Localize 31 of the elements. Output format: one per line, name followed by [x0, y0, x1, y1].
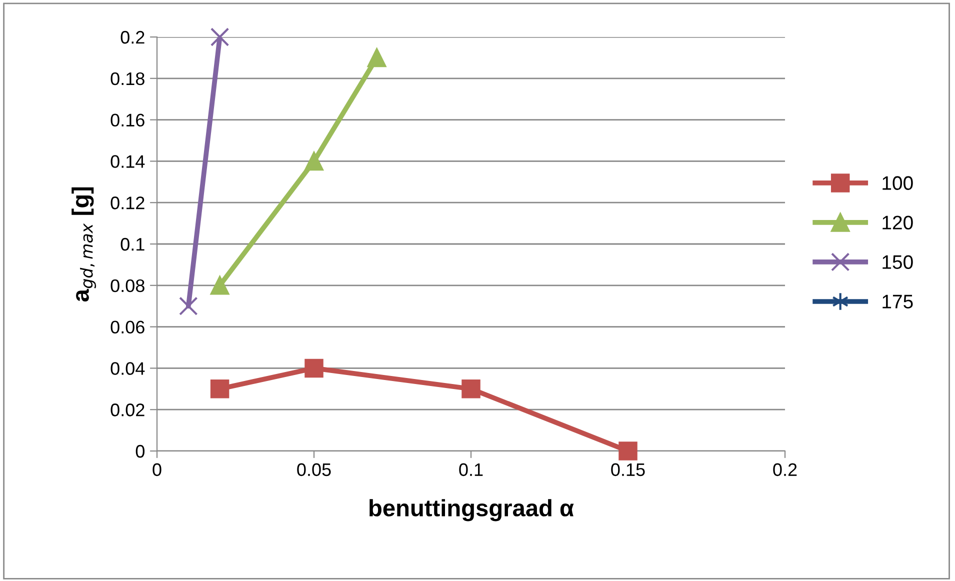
point	[210, 28, 230, 46]
y-tick-label: 0	[136, 444, 144, 458]
x-tick-label: 0.1	[459, 463, 483, 476]
x-tick-label: 0.05	[297, 463, 331, 476]
legend-label: 150	[882, 255, 913, 269]
y-tick-label: 0.08	[110, 279, 144, 292]
y-tick-label: 0.02	[110, 404, 144, 416]
y-tick-label: 0.12	[110, 196, 144, 210]
point	[367, 48, 386, 68]
y-axis-title: a$_{gd,max}$ [g]	[72, 187, 96, 302]
point	[462, 380, 480, 398]
legend-label: 120	[882, 216, 913, 230]
point	[210, 380, 230, 398]
legend-label: 175	[882, 294, 913, 308]
y-tick-label: 0.16	[110, 114, 144, 127]
point	[618, 442, 638, 460]
y-tick-label: 0.18	[110, 72, 144, 86]
point	[210, 276, 230, 295]
y-tick-label: 0.04	[110, 362, 145, 375]
y-tick-label: 0.14	[110, 155, 145, 168]
point	[179, 296, 198, 316]
legend-label: 100	[882, 176, 913, 190]
x-tick-label: 0	[152, 463, 162, 476]
x-tick-label: 0.15	[611, 463, 645, 476]
x-tick-label: 0.2	[773, 463, 797, 476]
y-tick-label: 0.2	[120, 30, 144, 44]
y-tick-label: 0.06	[110, 320, 144, 334]
y-tick-label: 0.1	[120, 238, 144, 251]
point	[304, 358, 324, 378]
point	[304, 152, 324, 171]
x-axis-title: benuttingsgraad α	[370, 499, 574, 522]
